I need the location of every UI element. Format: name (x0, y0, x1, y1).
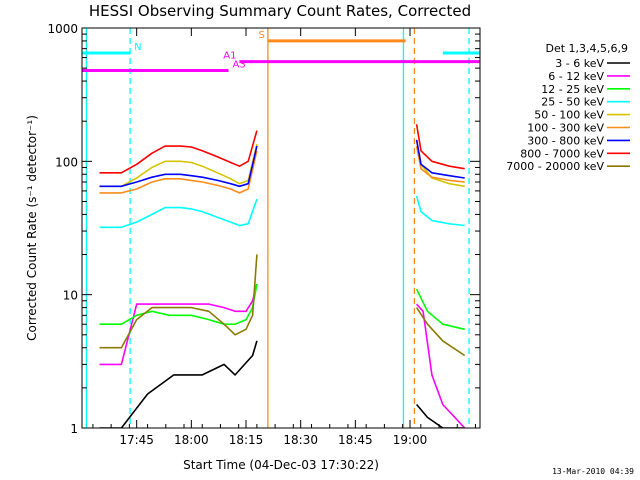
series-line-6-1 (415, 139, 465, 179)
series-line-6-0 (99, 145, 258, 188)
series-line-3-1 (415, 195, 465, 227)
legend-label-0: 3 - 6 keV (555, 57, 604, 70)
flag-label-N: N (134, 42, 141, 53)
x-tick-label-3: 18:30 (283, 433, 318, 447)
flag-label-S: S (259, 30, 265, 41)
series-line-8-1 (415, 307, 466, 357)
series-line-8-0 (99, 254, 258, 349)
y-tick-label-2: 100 (55, 155, 78, 169)
flag-label-A3: A3 (233, 60, 246, 71)
series-line-2-1 (415, 288, 465, 331)
series-line-2-0 (99, 283, 258, 326)
x-tick-label-0: 17:45 (119, 433, 154, 447)
series-line-5-1 (415, 145, 465, 183)
legend-label-1: 6 - 12 keV (548, 70, 604, 83)
y-axis-label: Corrected Count Rate (s⁻¹ detector⁻¹) (25, 115, 39, 341)
series-line-1-1 (416, 303, 466, 428)
series-line-1-0 (99, 283, 258, 366)
legend-label-5: 100 - 300 keV (527, 122, 604, 135)
legend-title: Det 1,3,4,5,6,9 (545, 42, 628, 55)
flag-label-A1: A1 (223, 51, 236, 62)
x-axis-label: Start Time (04-Dec-03 17:30:22) (183, 458, 379, 472)
series-line-3-0 (99, 198, 258, 229)
y-tick-label-0: 1 (70, 422, 78, 436)
chart-title: HESSI Observing Summary Count Rates, Cor… (88, 2, 472, 20)
series-line-5-0 (99, 150, 258, 194)
series-line-7-1 (415, 124, 465, 170)
plot-frame (81, 27, 481, 429)
legend-label-7: 800 - 7000 keV (520, 147, 604, 160)
series-line-7-0 (99, 130, 258, 174)
legend-label-4: 50 - 100 keV (534, 109, 604, 122)
y-tick-label-1: 10 (63, 289, 78, 303)
y-tick-label-3: 1000 (47, 22, 78, 36)
series-line-4-0 (99, 143, 258, 188)
legend-label-2: 12 - 25 keV (541, 83, 604, 96)
legend-label-6: 300 - 800 keV (527, 134, 604, 147)
series-line-0-1 (415, 403, 465, 428)
x-tick-label-4: 18:45 (338, 433, 373, 447)
legend-label-3: 25 - 50 keV (541, 96, 604, 109)
x-tick-label-5: 19:00 (393, 433, 428, 447)
x-tick-label-2: 18:15 (229, 433, 264, 447)
x-tick-label-1: 18:00 (174, 433, 209, 447)
legend-label-8: 7000 - 20000 keV (506, 160, 604, 173)
footer-timestamp: 13-Mar-2010 04:39 (552, 467, 634, 476)
series-line-0-0 (99, 340, 258, 428)
